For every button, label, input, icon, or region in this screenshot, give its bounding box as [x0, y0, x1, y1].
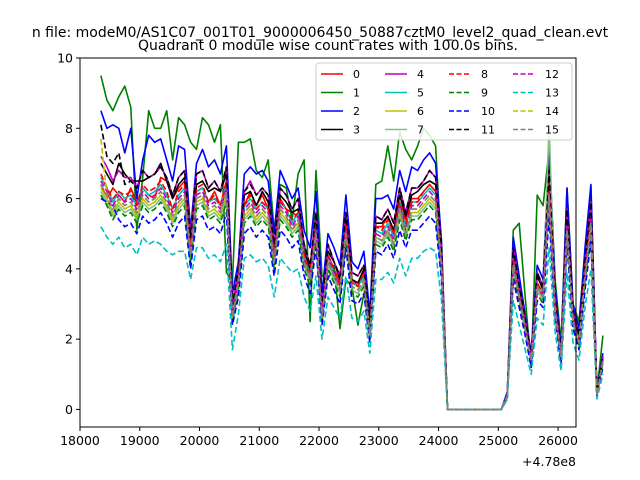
series-layer	[100, 75, 604, 411]
legend-label-15: 15	[545, 124, 559, 137]
plot-frame	[79, 57, 577, 428]
series-line-10	[100, 197, 604, 411]
legend-label-2: 2	[353, 105, 360, 118]
legend-box	[315, 62, 573, 141]
y-tick-label: 8	[65, 121, 73, 136]
x-tick-label: 23000	[359, 433, 399, 448]
x-tick-label: 24000	[419, 433, 459, 448]
x-axis: 18000 19000 20000 21000 22000 23000 24000 25000…	[60, 427, 578, 448]
y-tick-label: 4	[65, 261, 73, 276]
legend-label-10: 10	[481, 105, 495, 118]
series-line-11	[100, 124, 604, 411]
y-tick-label: 6	[65, 191, 73, 206]
series-line-2	[100, 110, 604, 411]
legend-label-6: 6	[417, 105, 424, 118]
legend-label-1: 1	[353, 87, 360, 100]
legend-label-11: 11	[481, 124, 495, 137]
legend-label-8: 8	[481, 68, 488, 81]
y-axis: 0 2 4 6 8 10	[57, 51, 80, 417]
y-tick-label: 2	[65, 332, 73, 347]
legend-label-0: 0	[353, 68, 360, 81]
legend-label-13: 13	[545, 87, 559, 100]
legend-label-9: 9	[481, 87, 488, 100]
legend-label-7: 7	[417, 124, 424, 137]
x-tick-label: 19000	[120, 433, 160, 448]
series-line-15	[100, 184, 604, 411]
series-line-6	[100, 187, 604, 411]
x-tick-label: 22000	[299, 433, 339, 448]
series-line-13	[100, 226, 604, 411]
series-line-8	[100, 173, 604, 411]
figure-suptitle: n file: modeM0/AS1C07_001T01_9000006450_…	[32, 25, 609, 41]
legend-label-5: 5	[417, 87, 424, 100]
x-tick-label: 18000	[60, 433, 100, 448]
legend-label-3: 3	[353, 124, 360, 137]
legend-label-4: 4	[417, 68, 424, 81]
x-tick-label: 26000	[538, 433, 578, 448]
x-tick-label: 25000	[478, 433, 518, 448]
x-axis-offset-label: +4.78e8	[522, 454, 576, 469]
y-tick-label: 0	[65, 402, 73, 417]
chart-title: Quadrant 0 module wise count rates with …	[138, 38, 518, 54]
x-tick-label: 20000	[180, 433, 220, 448]
legend-label-14: 14	[545, 105, 559, 118]
legend-label-12: 12	[545, 68, 559, 81]
x-tick-label: 21000	[239, 433, 279, 448]
y-tick-label: 10	[57, 51, 73, 66]
